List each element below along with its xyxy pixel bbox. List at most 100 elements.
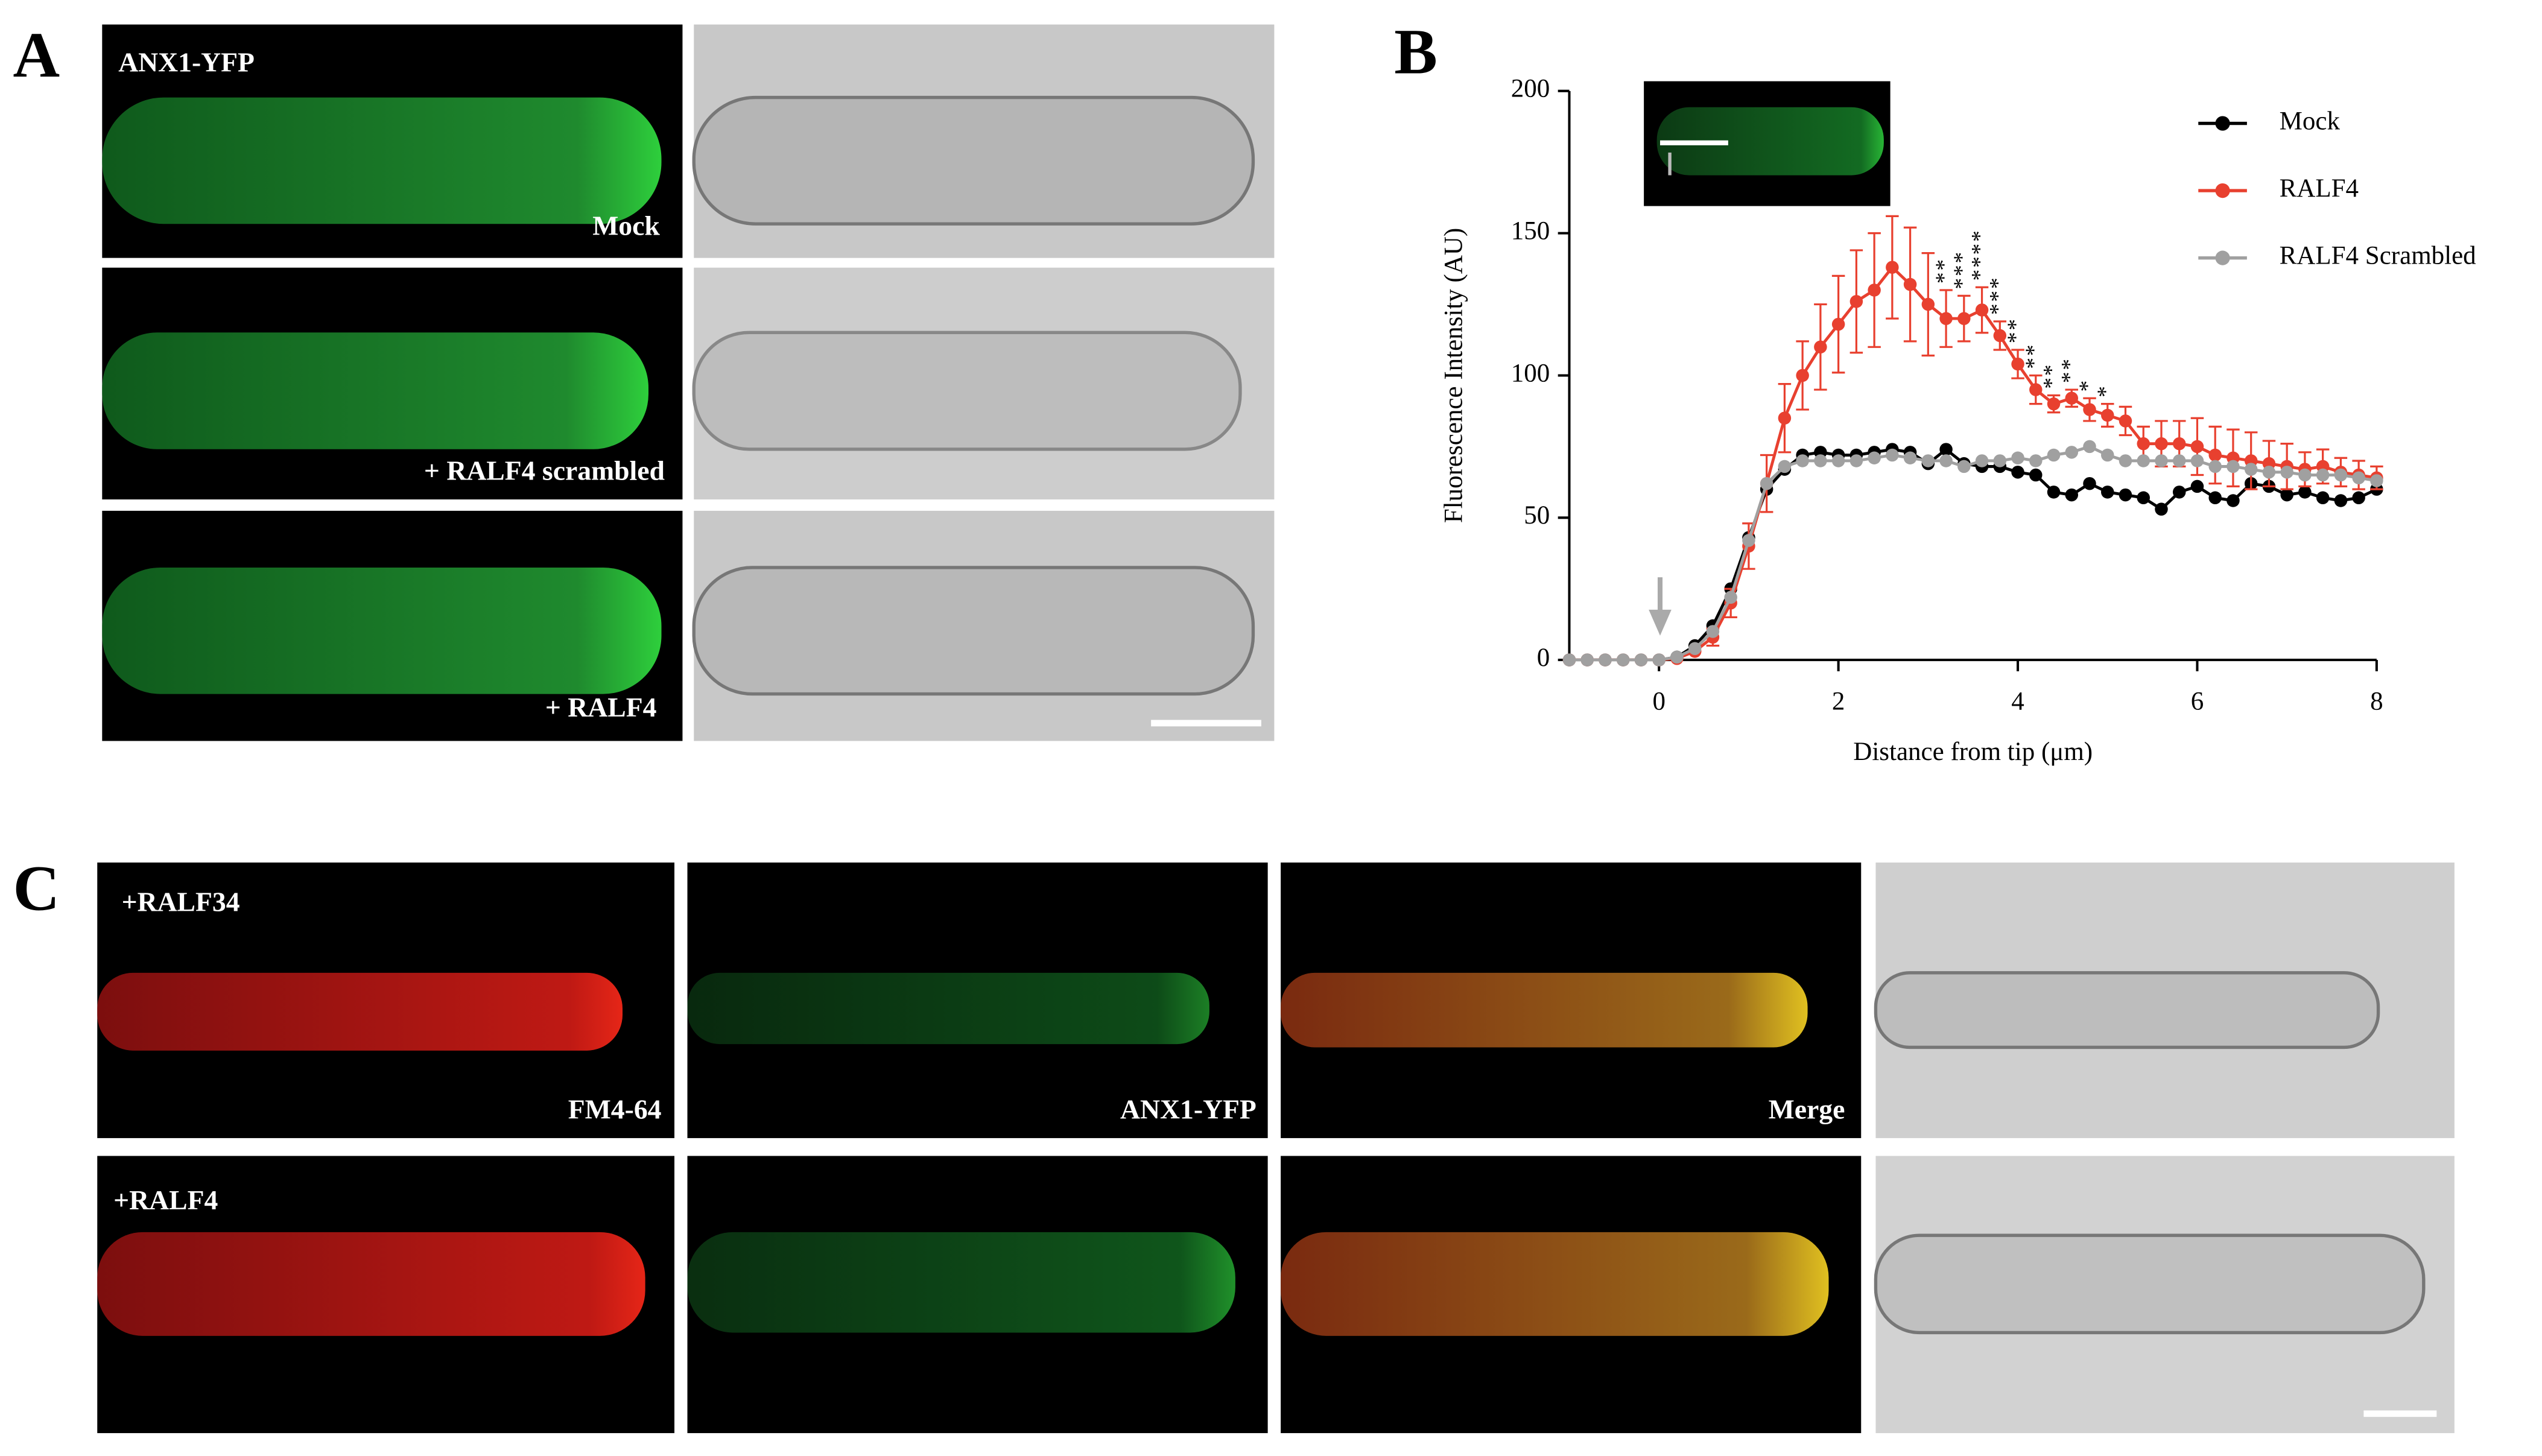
data-point	[1796, 369, 1809, 382]
condition-label: +RALF34	[122, 886, 240, 917]
x-tick-label: 4	[2011, 688, 2024, 716]
data-point	[1921, 297, 1935, 311]
panel-label: B	[1394, 16, 1437, 88]
data-point	[2208, 491, 2222, 505]
condition-label: Mock	[592, 210, 660, 241]
y-tick-label: 100	[1511, 359, 1550, 387]
data-point	[1975, 303, 1989, 317]
data-point	[1778, 411, 1792, 425]
x-tick-label: 0	[1652, 688, 1665, 716]
data-point	[1796, 454, 1809, 467]
significance-mark: **	[2039, 363, 2064, 389]
significance-mark: **	[2057, 357, 2082, 383]
significance-mark: ***	[1949, 250, 1974, 289]
data-point	[2172, 437, 2186, 451]
data-point	[2101, 486, 2114, 499]
data-point	[1849, 295, 1863, 308]
series-line	[1569, 445, 2377, 662]
significance-mark: **	[2003, 317, 2029, 343]
data-point	[2370, 474, 2383, 487]
data-point	[2047, 397, 2061, 411]
panel-c-images	[97, 863, 2455, 1434]
data-point	[1760, 476, 1773, 490]
data-point	[2316, 468, 2330, 482]
data-point	[2172, 454, 2186, 467]
data-point	[1562, 653, 1576, 666]
data-point	[2155, 502, 2168, 516]
data-point	[2316, 491, 2330, 505]
data-point	[2101, 408, 2114, 422]
data-point	[2190, 454, 2204, 467]
tip-arrow	[1649, 577, 1672, 636]
data-point	[2047, 448, 2061, 462]
data-point	[1778, 460, 1792, 473]
data-point	[1742, 534, 1755, 547]
x-tick-label: 6	[2191, 688, 2204, 716]
condition-label: +RALF4	[113, 1185, 218, 1215]
data-point	[1939, 454, 1953, 467]
data-point	[2065, 488, 2079, 502]
significance-mark: *	[2093, 384, 2118, 397]
data-point	[1993, 454, 2007, 467]
data-point	[2083, 403, 2096, 416]
x-tick-label: 8	[2370, 688, 2383, 716]
data-point	[2083, 440, 2096, 454]
data-point	[2155, 454, 2168, 467]
significance-mark: ****	[1967, 229, 1992, 281]
data-point	[2352, 471, 2365, 485]
condition-label: + RALF4 scrambled	[424, 455, 665, 486]
data-point	[2172, 486, 2186, 499]
data-point	[1670, 650, 1684, 664]
data-point	[2334, 468, 2348, 482]
data-point	[2065, 391, 2079, 405]
data-point	[1886, 261, 1899, 274]
channel-label: FM4-64	[568, 1094, 662, 1124]
data-point	[1939, 312, 1953, 325]
legend-label: Mock	[2280, 107, 2341, 135]
significance-mark: ***	[1985, 276, 2011, 315]
data-point	[1849, 454, 1863, 467]
data-point	[1957, 460, 1971, 473]
data-point	[2137, 491, 2150, 505]
y-tick-label: 200	[1511, 75, 1550, 103]
inset-image	[1644, 81, 1891, 206]
data-point	[1831, 317, 1845, 331]
data-point	[1957, 312, 1971, 325]
panel-label: A	[13, 19, 60, 91]
data-point	[2352, 491, 2365, 505]
data-point	[1921, 454, 1935, 467]
y-tick-label: 150	[1511, 217, 1550, 245]
data-point	[2083, 476, 2096, 490]
data-point	[2208, 448, 2222, 462]
data-point	[1634, 653, 1648, 666]
data-point	[1868, 283, 1881, 297]
legend-marker	[2215, 250, 2230, 265]
data-point	[2190, 480, 2204, 493]
data-point	[2029, 468, 2043, 482]
data-point	[2011, 466, 2024, 479]
data-point	[2227, 460, 2240, 473]
legend-label: RALF4 Scrambled	[2280, 242, 2476, 270]
channel-label: Merge	[1769, 1094, 1845, 1124]
data-point	[2208, 460, 2222, 473]
y-tick-label: 50	[1524, 501, 1550, 530]
data-point	[2262, 466, 2276, 479]
data-point	[1903, 277, 1917, 291]
data-point	[2244, 463, 2258, 476]
data-point	[2137, 454, 2150, 467]
panel-label: C	[13, 852, 60, 924]
data-point	[1903, 451, 1917, 464]
data-point	[1724, 590, 1737, 604]
data-point	[2029, 454, 2043, 467]
data-point	[2280, 488, 2293, 502]
data-point	[2065, 446, 2079, 459]
data-point	[2298, 468, 2312, 482]
data-point	[2011, 451, 2024, 464]
data-point	[2119, 414, 2132, 428]
legend-label: RALF4	[2280, 174, 2359, 203]
x-axis-label: Distance from tip (μm)	[1853, 738, 2093, 766]
data-point	[2011, 357, 2024, 371]
data-point	[1886, 448, 1899, 462]
significance-mark: **	[2021, 343, 2046, 369]
